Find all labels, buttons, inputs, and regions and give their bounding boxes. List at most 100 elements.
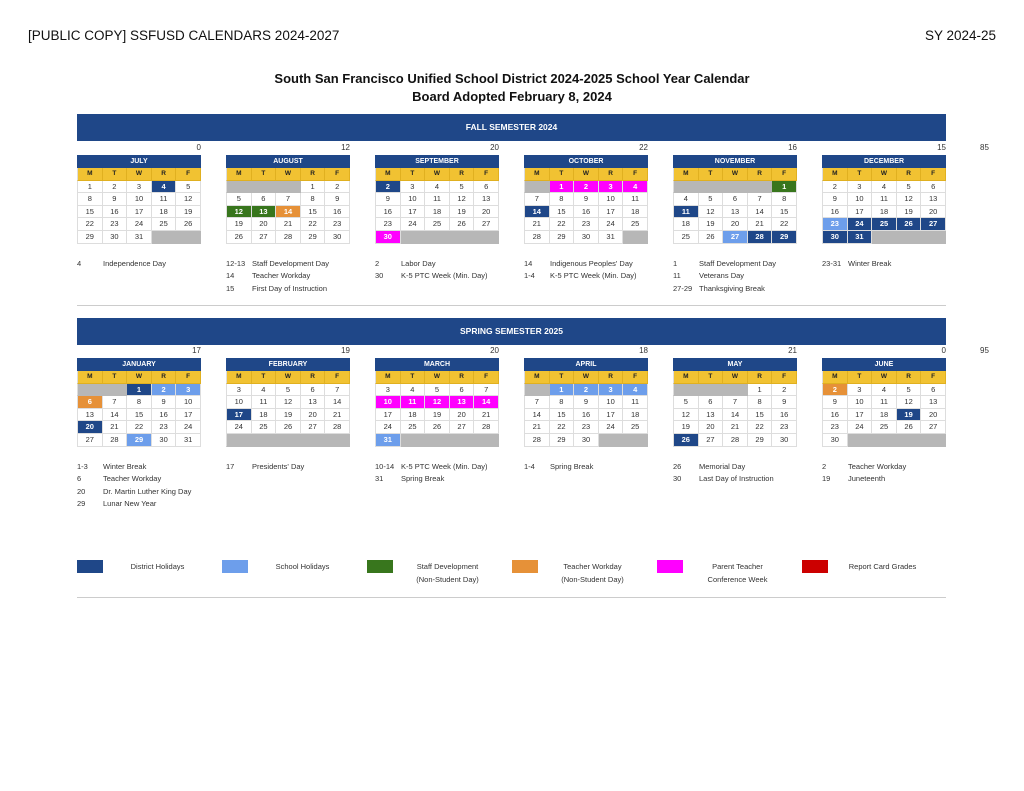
day-cell: 24 [847,218,873,231]
weekday-label: F [176,168,201,181]
note-item: 20 Dr. Martin Luther King Day [77,486,201,499]
day-cell: 3 [847,180,873,194]
day-cell: 18 [872,205,897,219]
weekday-label: M [375,168,401,181]
day-cell: 28 [325,421,350,434]
day-cell: 8 [77,193,103,206]
empty-day-cell [747,180,773,194]
month-name: SEPTEMBER [375,155,499,168]
day-cell: 16 [102,205,128,219]
empty-day-cell [623,230,648,244]
week-row: 9 10 11 12 13 [375,193,499,206]
month-name: DECEMBER [822,155,946,168]
day-cell: 25 [673,230,699,244]
weekday-label: M [822,371,848,384]
weekday-label: W [425,168,450,181]
day-cell: 11 [673,205,699,219]
day-cell: 19 [896,205,922,219]
day-cell: 28 [276,230,301,244]
day-cell: 1 [77,180,103,194]
day-cell: 24 [226,421,252,434]
empty-day-cell [598,433,624,447]
legend-swatch [367,560,393,573]
weekday-label: W [127,168,152,181]
week-row: 12 13 14 15 16 [673,408,797,422]
day-cell: 8 [127,396,152,409]
day-cell: 20 [449,408,475,422]
legend-item: Staff Development (Non-Student Day) [367,560,512,586]
month-calendar: 15 DECEMBER M T W R F 2 3 4 5 6 9 10 11 12 13 16 17 18 19 20 2… [822,143,946,295]
note-item: 26 Memorial Day [673,461,797,474]
day-cell: 26 [276,421,301,434]
weekday-label: T [847,371,873,384]
note-date: 1-4 [524,271,535,281]
empty-day-cell [425,433,450,447]
day-cell: 12 [425,396,450,409]
empty-day-cell [151,230,177,244]
day-cell: 29 [747,433,773,447]
note-text: Last Day of Instruction [699,474,774,484]
legend-item: Teacher Workday (Non-Student Day) [512,560,657,586]
day-cell: 6 [723,193,748,206]
weekday-label: R [896,371,922,384]
day-cell: 29 [549,433,575,447]
day-cell: 21 [723,421,748,434]
legend-item: School Holidays [222,560,367,586]
legend-swatch [77,560,103,573]
note-date: 31 [375,474,384,484]
day-cell: 6 [921,383,946,397]
day-cell: 10 [847,193,873,206]
week-row: 7 8 9 10 11 [524,396,648,409]
note-date: 2 [822,461,827,471]
day-cell: 19 [226,218,252,231]
day-cell: 3 [598,383,624,397]
day-cell: 2 [574,180,599,194]
day-cell: 13 [723,205,748,219]
weekday-label: T [549,168,575,181]
day-cell: 25 [872,218,897,231]
week-row: 21 22 23 24 25 [524,421,648,434]
day-cell: 1 [772,180,797,194]
day-cell: 12 [896,193,922,206]
month-notes: 23-31 Winter Break [822,258,946,271]
note-text: Staff Development Day [252,258,329,268]
weekday-label: W [574,168,599,181]
week-row: 7 8 9 10 11 [524,193,648,206]
note-text: Winter Break [848,258,892,268]
weekday-label: W [276,168,301,181]
day-cell: 11 [400,396,426,409]
week-row: 13 14 15 16 17 [77,408,201,422]
note-date: 2 [375,258,380,268]
instructional-day-count: 0 [196,143,201,152]
fall-semester-banner: FALL SEMESTER 2024 [77,114,946,141]
document-header-left: [PUBLIC COPY] SSFUSD CALENDARS 2024-2027 [28,28,340,43]
weekday-label: W [872,371,897,384]
day-cell: 12 [226,205,252,219]
day-cell: 22 [772,218,797,231]
day-cell: 19 [896,408,922,422]
weekday-label: W [723,168,748,181]
day-cell: 29 [300,230,326,244]
note-text: First Day of Instruction [252,283,328,293]
day-cell: 12 [176,193,201,206]
day-cell: 6 [251,193,277,206]
day-cell: 11 [872,193,897,206]
weekday-label: R [151,168,177,181]
day-cell: 2 [151,383,177,397]
day-cell: 10 [226,396,252,409]
divider [77,305,946,306]
note-date: 23-31 [822,258,842,268]
day-cell: 26 [226,230,252,244]
month-calendar: 22 OCTOBER M T W R F 1 2 3 4 7 8 9 10 11 14 15 16 17 18 21 22 2… [524,143,648,295]
day-cell: 24 [375,421,401,434]
day-cell: 1 [127,383,152,397]
weekday-label: W [127,371,152,384]
day-cell: 25 [400,421,426,434]
weekday-label: M [822,168,848,181]
note-date: 14 [226,271,235,281]
empty-day-cell [723,383,748,397]
